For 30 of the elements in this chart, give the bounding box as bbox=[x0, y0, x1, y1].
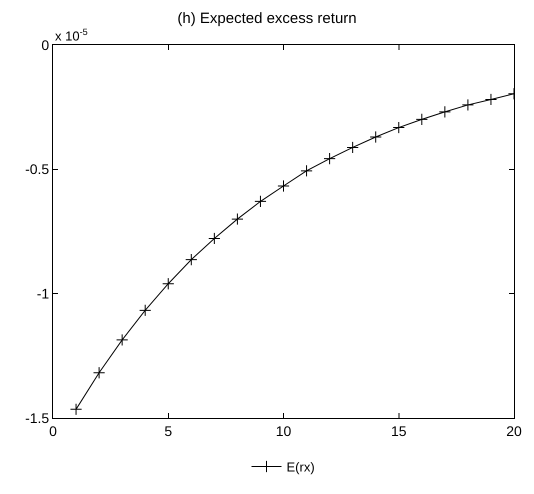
x-tick-label: 10 bbox=[276, 422, 292, 439]
point bbox=[300, 164, 313, 177]
point bbox=[231, 212, 244, 226]
point bbox=[277, 180, 290, 192]
point bbox=[438, 106, 451, 118]
point bbox=[484, 93, 498, 106]
point bbox=[346, 141, 359, 154]
point bbox=[392, 121, 405, 134]
point bbox=[462, 98, 474, 112]
x-tick-label: 20 bbox=[506, 422, 522, 439]
point bbox=[93, 366, 106, 379]
point bbox=[208, 232, 220, 245]
y-tick-label: 0 bbox=[41, 36, 50, 53]
x-tick-label: 15 bbox=[390, 422, 407, 439]
point bbox=[324, 152, 336, 165]
point bbox=[139, 304, 152, 316]
point bbox=[416, 113, 428, 126]
point bbox=[254, 195, 267, 208]
point bbox=[116, 334, 128, 346]
point bbox=[162, 278, 174, 290]
point bbox=[370, 130, 382, 144]
chart-title: (h) Expected excess return bbox=[177, 10, 357, 27]
x-tick-label: 5 bbox=[164, 422, 172, 439]
text: x 10$^{-5}$ bbox=[55, 27, 88, 44]
y-tick-label: -1 bbox=[36, 286, 50, 302]
y-tick-label: -0.5 bbox=[25, 161, 50, 178]
legend-label: E(rx) bbox=[286, 460, 315, 475]
y-tick-label: -1.5 bbox=[25, 410, 50, 426]
point bbox=[70, 403, 82, 416]
point bbox=[185, 254, 198, 266]
